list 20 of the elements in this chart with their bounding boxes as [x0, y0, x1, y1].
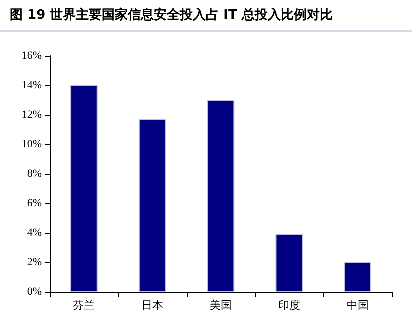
x-tick-label: 芬兰 — [73, 299, 96, 312]
y-tick-label: 6% — [27, 198, 42, 210]
bar — [344, 262, 372, 292]
x-tick-label: 印度 — [278, 299, 300, 312]
bar — [207, 100, 235, 292]
x-tick-label: 美国 — [210, 299, 232, 312]
y-tick-label: 14% — [22, 80, 42, 92]
y-tick-label: 8% — [27, 168, 42, 180]
bar — [276, 234, 304, 292]
y-tick-label: 12% — [22, 109, 42, 121]
chart-title: 图 19 世界主要国家信息安全投入占 IT 总投入比例对比 — [0, 0, 412, 32]
y-tick-label: 2% — [27, 256, 42, 268]
bar — [70, 86, 98, 292]
y-tick-label: 16% — [22, 50, 42, 62]
x-tick-label: 日本 — [142, 299, 164, 312]
y-tick-label: 10% — [22, 138, 42, 150]
y-tick-label: 0% — [27, 286, 42, 298]
x-tick-label: 中国 — [346, 299, 369, 312]
bar — [138, 119, 166, 292]
y-tick-label: 4% — [27, 227, 42, 239]
